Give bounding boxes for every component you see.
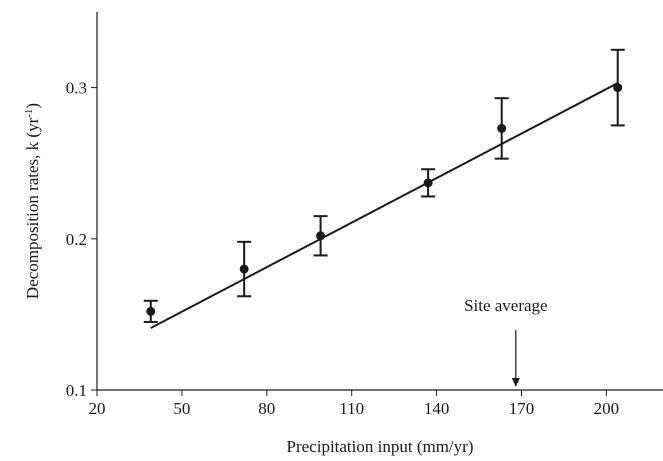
x-tick-label: 20 (89, 399, 106, 418)
x-tick-label: 50 (173, 399, 190, 418)
y-tick-label: 0.1 (66, 381, 87, 400)
y-tick-label: 0.2 (66, 230, 87, 249)
y-axis-label: Decomposition rates, k (yr-1) (23, 103, 42, 299)
x-tick-label: 140 (424, 399, 450, 418)
y-axis-label-sup: -1 (23, 109, 35, 118)
y-tick-label: 0.3 (66, 79, 87, 98)
regression-line (150, 82, 619, 329)
data-point (146, 306, 156, 316)
y-axis-label-main: Decomposition rates, k (yr (23, 117, 42, 299)
y-axis-label-tail: ) (23, 103, 42, 109)
x-axis-label: Precipitation input (mm/yr) (287, 437, 474, 456)
x-tick-label: 200 (594, 399, 620, 418)
data-point (239, 264, 249, 274)
annotation-arrowhead (511, 378, 520, 387)
annotation: Site average (464, 296, 548, 315)
x-tick-label: 80 (258, 399, 275, 418)
x-tick-label: 110 (339, 399, 364, 418)
x-tick-label: 170 (509, 399, 535, 418)
data-point (497, 123, 507, 133)
